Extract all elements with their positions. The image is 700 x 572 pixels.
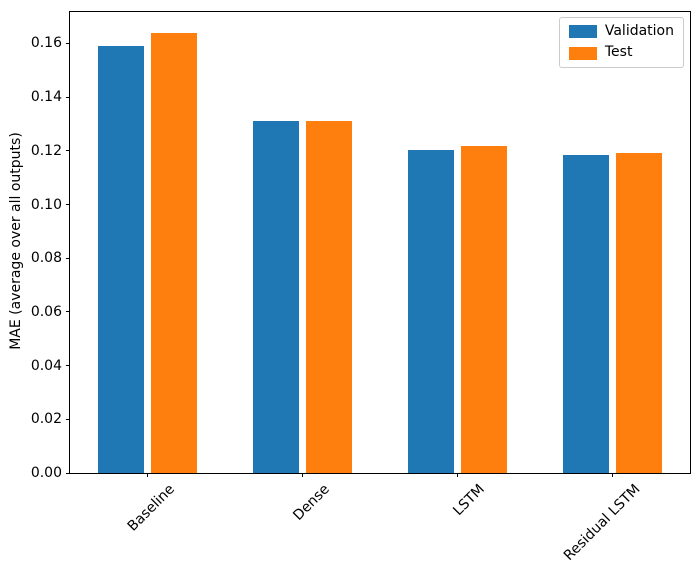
bar-test-lstm (460, 145, 508, 473)
y-tick-mark (66, 472, 70, 474)
y-tick-mark (66, 365, 70, 367)
bar-test-baseline (150, 32, 198, 473)
y-tick-label: 0.00 (30, 465, 62, 481)
x-tick-label: Residual LSTM (560, 481, 644, 564)
legend-item-validation: Validation (568, 23, 674, 39)
y-axis-label: MAE (average over all outputs) (8, 132, 24, 350)
bar-test-dense (305, 120, 353, 473)
y-tick-label: 0.08 (30, 250, 62, 267)
y-tick-label: 0.02 (30, 411, 62, 428)
bar-validation-dense (252, 121, 300, 473)
y-tick-mark (66, 42, 70, 44)
legend: Validation Test (558, 17, 684, 68)
y-tick-mark (66, 311, 70, 313)
x-tick-mark (147, 473, 148, 477)
bar-test-residual-lstm (615, 152, 663, 473)
x-tick-mark (612, 473, 613, 477)
bar-validation-baseline (97, 46, 145, 473)
y-tick-label: 0.16 (30, 35, 62, 52)
x-tick-label: Baseline (124, 481, 179, 535)
plot-area: Validation Test 0.00 0.02 0.04 0.06 0.08 0.10 0… (31, 11, 691, 564)
y-tick-mark (66, 150, 70, 152)
x-tick-label: LSTM (450, 481, 489, 520)
y-tick-label: 0.04 (30, 357, 62, 374)
y-tick-mark (66, 96, 70, 98)
y-tick-label: 0.14 (30, 89, 62, 106)
bar-validation-lstm (407, 150, 455, 473)
legend-label-test: Test (604, 44, 633, 61)
bar-validation-residual-lstm (562, 155, 610, 473)
x-tick-mark (302, 473, 303, 477)
y-tick-mark (66, 257, 70, 259)
y-tick-label: 0.12 (30, 142, 62, 159)
x-tick-mark (457, 473, 458, 477)
legend-label-validation: Validation (604, 23, 674, 39)
y-tick-label: 0.06 (30, 303, 62, 320)
y-tick-mark (66, 418, 70, 420)
legend-swatch-test (568, 46, 597, 60)
legend-item-test: Test (568, 44, 674, 61)
x-tick-label: Dense (290, 481, 334, 524)
y-tick-label: 0.10 (30, 196, 62, 213)
y-tick-mark (66, 204, 70, 205)
legend-swatch-validation (568, 25, 597, 39)
